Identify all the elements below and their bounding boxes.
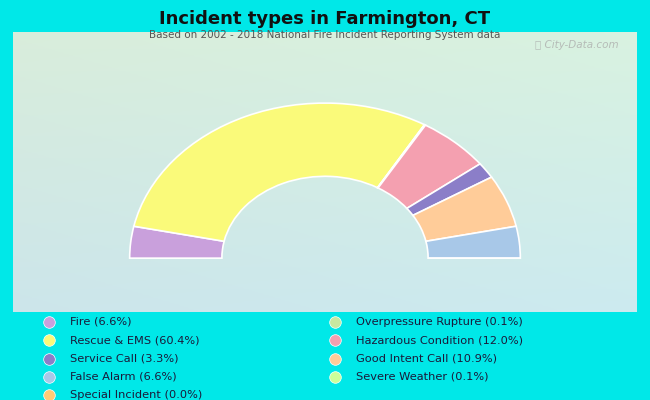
- Text: Service Call (3.3%): Service Call (3.3%): [70, 354, 178, 364]
- Point: [44, 337, 54, 344]
- Wedge shape: [378, 125, 426, 188]
- Text: Incident types in Farmington, CT: Incident types in Farmington, CT: [159, 10, 491, 28]
- Text: Severe Weather (0.1%): Severe Weather (0.1%): [356, 372, 489, 382]
- Wedge shape: [413, 177, 516, 241]
- Wedge shape: [378, 125, 425, 188]
- Point: [330, 319, 340, 325]
- Text: Fire (6.6%): Fire (6.6%): [70, 317, 131, 327]
- Point: [44, 374, 54, 380]
- Wedge shape: [426, 226, 521, 258]
- Text: Overpressure Rupture (0.1%): Overpressure Rupture (0.1%): [356, 317, 523, 327]
- Text: Based on 2002 - 2018 National Fire Incident Reporting System data: Based on 2002 - 2018 National Fire Incid…: [150, 30, 500, 40]
- Text: Good Intent Call (10.9%): Good Intent Call (10.9%): [356, 354, 497, 364]
- Text: ⓘ City-Data.com: ⓘ City-Data.com: [535, 40, 618, 50]
- Text: Special Incident (0.0%): Special Incident (0.0%): [70, 390, 202, 400]
- Text: Rescue & EMS (60.4%): Rescue & EMS (60.4%): [70, 335, 199, 345]
- Point: [44, 319, 54, 325]
- Point: [330, 356, 340, 362]
- Wedge shape: [129, 226, 224, 258]
- Text: Hazardous Condition (12.0%): Hazardous Condition (12.0%): [356, 335, 523, 345]
- Wedge shape: [378, 125, 480, 208]
- Point: [330, 374, 340, 380]
- Point: [330, 337, 340, 344]
- Point: [44, 356, 54, 362]
- Text: False Alarm (6.6%): False Alarm (6.6%): [70, 372, 176, 382]
- Wedge shape: [134, 103, 424, 241]
- Point: [44, 392, 54, 398]
- Wedge shape: [407, 164, 491, 215]
